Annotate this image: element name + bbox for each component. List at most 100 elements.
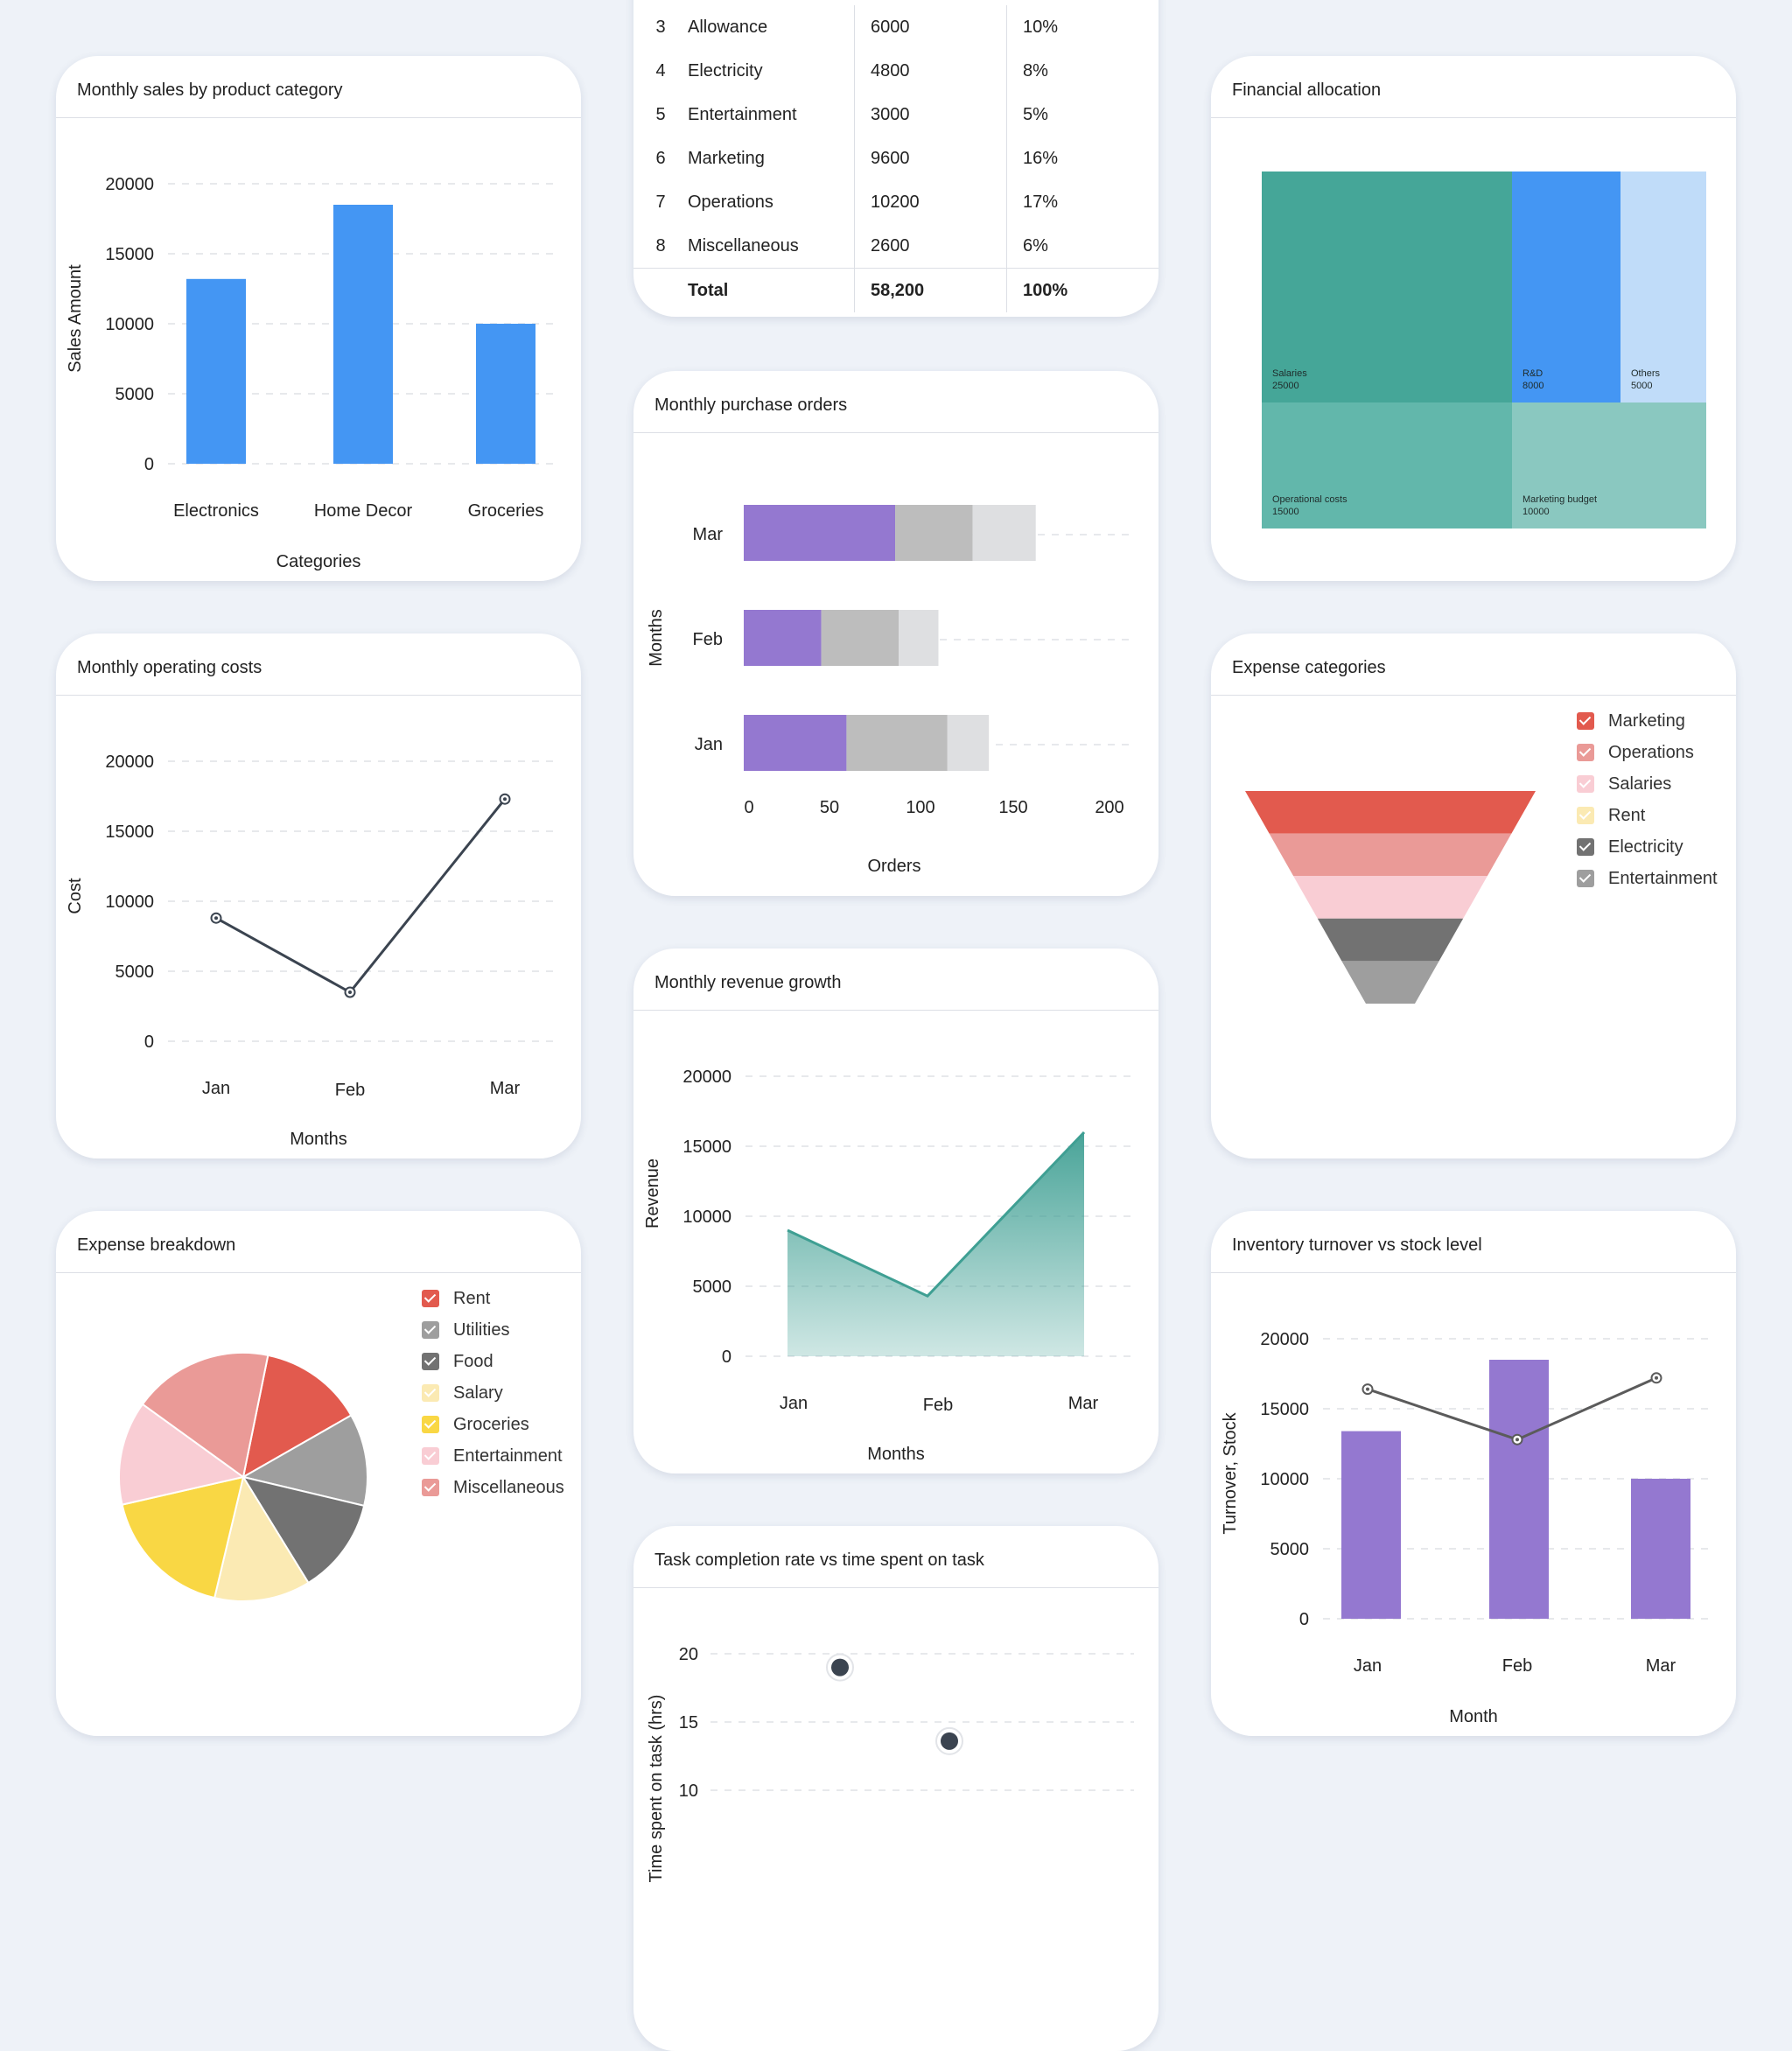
bar-segment (846, 715, 948, 771)
treemap-value: 25000 (1272, 381, 1299, 391)
row-category: Entertainment (688, 104, 797, 124)
legend-item[interactable]: Rent (1577, 800, 1718, 831)
treemap-label: Marketing budget (1522, 494, 1597, 505)
treemap-cell (1262, 402, 1512, 528)
bar-segment (895, 505, 973, 561)
bar (1489, 1360, 1549, 1619)
legend-label: Rent (453, 1288, 491, 1308)
bar-segment (899, 610, 939, 666)
pie-slice (141, 1352, 270, 1479)
x-tick-label: Home Decor (314, 501, 413, 521)
card-title: Monthly revenue growth (654, 973, 842, 992)
table-row: 7 Operations 10200 17% (634, 180, 1158, 224)
legend-item[interactable]: Salaries (1577, 768, 1718, 800)
card-divider (634, 432, 1158, 433)
card-divider (1211, 1272, 1736, 1273)
legend-label: Entertainment (453, 1446, 563, 1466)
row-number: 4 (655, 60, 666, 80)
funnel-legend: Marketing Operations Salaries Rent Electrici… (1577, 705, 1718, 894)
x-tick-label: Feb (923, 1396, 953, 1415)
checkbox-icon[interactable] (422, 1479, 439, 1496)
x-tick-label: 150 (998, 798, 1027, 817)
scatter-point (941, 1732, 958, 1750)
card-title: Financial allocation (1232, 80, 1382, 100)
funnel-stage (1317, 918, 1464, 962)
card-title: Monthly sales by product category (77, 80, 343, 100)
y-tick-label: 15000 (105, 245, 154, 264)
y-tick-label: 15 (679, 1713, 698, 1732)
card-divider (56, 695, 581, 696)
checkbox-icon[interactable] (1577, 870, 1594, 887)
legend-item[interactable]: Entertainment (422, 1440, 564, 1472)
bar (333, 205, 393, 464)
bar-segment (821, 610, 900, 666)
legend-item[interactable]: Utilities (422, 1314, 564, 1346)
x-tick-label: 0 (744, 798, 753, 817)
data-point-center (1516, 1438, 1519, 1442)
x-tick-label: 200 (1095, 798, 1124, 817)
total-row: Total 58,200 100% (634, 268, 1158, 312)
checkbox-icon[interactable] (1577, 712, 1594, 730)
checkbox-icon[interactable] (422, 1321, 439, 1339)
card-divider (634, 1587, 1158, 1588)
bar-segment (972, 505, 1036, 561)
checkbox-icon[interactable] (1577, 744, 1594, 761)
revenue-chart-card: Monthly revenue growth 0 5000 10000 15000 20… (634, 948, 1158, 1474)
checkbox-icon[interactable] (1577, 838, 1594, 856)
checkbox-icon[interactable] (422, 1384, 439, 1402)
row-percent: 6% (1006, 224, 1158, 269)
legend-item[interactable]: Food (422, 1346, 564, 1377)
legend-item[interactable]: Entertainment (1577, 863, 1718, 894)
treemap-cell (1262, 172, 1512, 402)
allocation-chart-card: Financial allocation Salaries 25000 R&D 800… (1211, 56, 1736, 581)
treemap-label: Others (1631, 368, 1661, 379)
bar-segment (744, 505, 896, 561)
row-amount: 10200 (854, 180, 1007, 224)
x-axis-label: Month (1449, 1707, 1498, 1726)
x-tick-label: Groceries (468, 501, 544, 521)
y-axis-label: Time spent on task (hrs) (647, 1695, 666, 1883)
row-number: 7 (655, 192, 666, 212)
checkbox-icon[interactable] (1577, 775, 1594, 793)
x-tick-label: Mar (1068, 1394, 1099, 1413)
card-title: Monthly operating costs (77, 658, 262, 677)
legend-label: Electricity (1608, 836, 1684, 857)
row-category: Operations (688, 192, 774, 212)
y-tick-label: Mar (693, 525, 724, 544)
legend-item[interactable]: Operations (1577, 737, 1718, 768)
treemap-value: 5000 (1631, 381, 1652, 391)
operating-line-chart: 0 5000 10000 15000 20000 Jan Feb Mar Months Cost (66, 752, 556, 1149)
row-percent: 16% (1006, 136, 1158, 180)
data-point-center (1366, 1387, 1369, 1391)
expense-funnel-chart (1245, 791, 1536, 1004)
legend-item[interactable]: Salary (422, 1377, 564, 1409)
legend-label: Miscellaneous (453, 1477, 564, 1497)
x-axis-label: Orders (867, 857, 920, 876)
legend-label: Operations (1608, 742, 1694, 762)
legend-item[interactable]: Rent (422, 1283, 564, 1314)
row-number: 5 (655, 104, 666, 124)
legend-item[interactable]: Miscellaneous (422, 1472, 564, 1503)
legend-item[interactable]: Electricity (1577, 831, 1718, 863)
checkbox-icon[interactable] (1577, 807, 1594, 824)
legend-item[interactable]: Groceries (422, 1409, 564, 1440)
checkbox-icon[interactable] (422, 1416, 439, 1433)
task-chart-card: Task completion rate vs time spent on ta… (634, 1526, 1158, 2051)
checkbox-icon[interactable] (422, 1447, 439, 1465)
y-tick-label: 20000 (682, 1068, 732, 1087)
x-axis-label: Categories (276, 552, 361, 571)
x-tick-label: Electronics (173, 501, 259, 521)
budget-table-wrapper: 3 Allowance 6000 10% 4 Electricity 4800 8% 5 Ente… (634, 0, 1158, 312)
checkbox-icon[interactable] (422, 1290, 439, 1307)
bar-segment (744, 715, 847, 771)
card-divider (56, 1272, 581, 1273)
expense-categories-card: Expense categories Marketing Operations Sa… (1211, 634, 1736, 1158)
treemap-value: 15000 (1272, 507, 1299, 517)
treemap-cell (1512, 172, 1620, 402)
y-tick-label: 15000 (682, 1138, 732, 1157)
table-row: 4 Electricity 4800 8% (634, 49, 1158, 93)
legend-item[interactable]: Marketing (1577, 705, 1718, 737)
row-number (634, 268, 688, 312)
y-axis-label: Months (647, 609, 666, 667)
checkbox-icon[interactable] (422, 1353, 439, 1370)
